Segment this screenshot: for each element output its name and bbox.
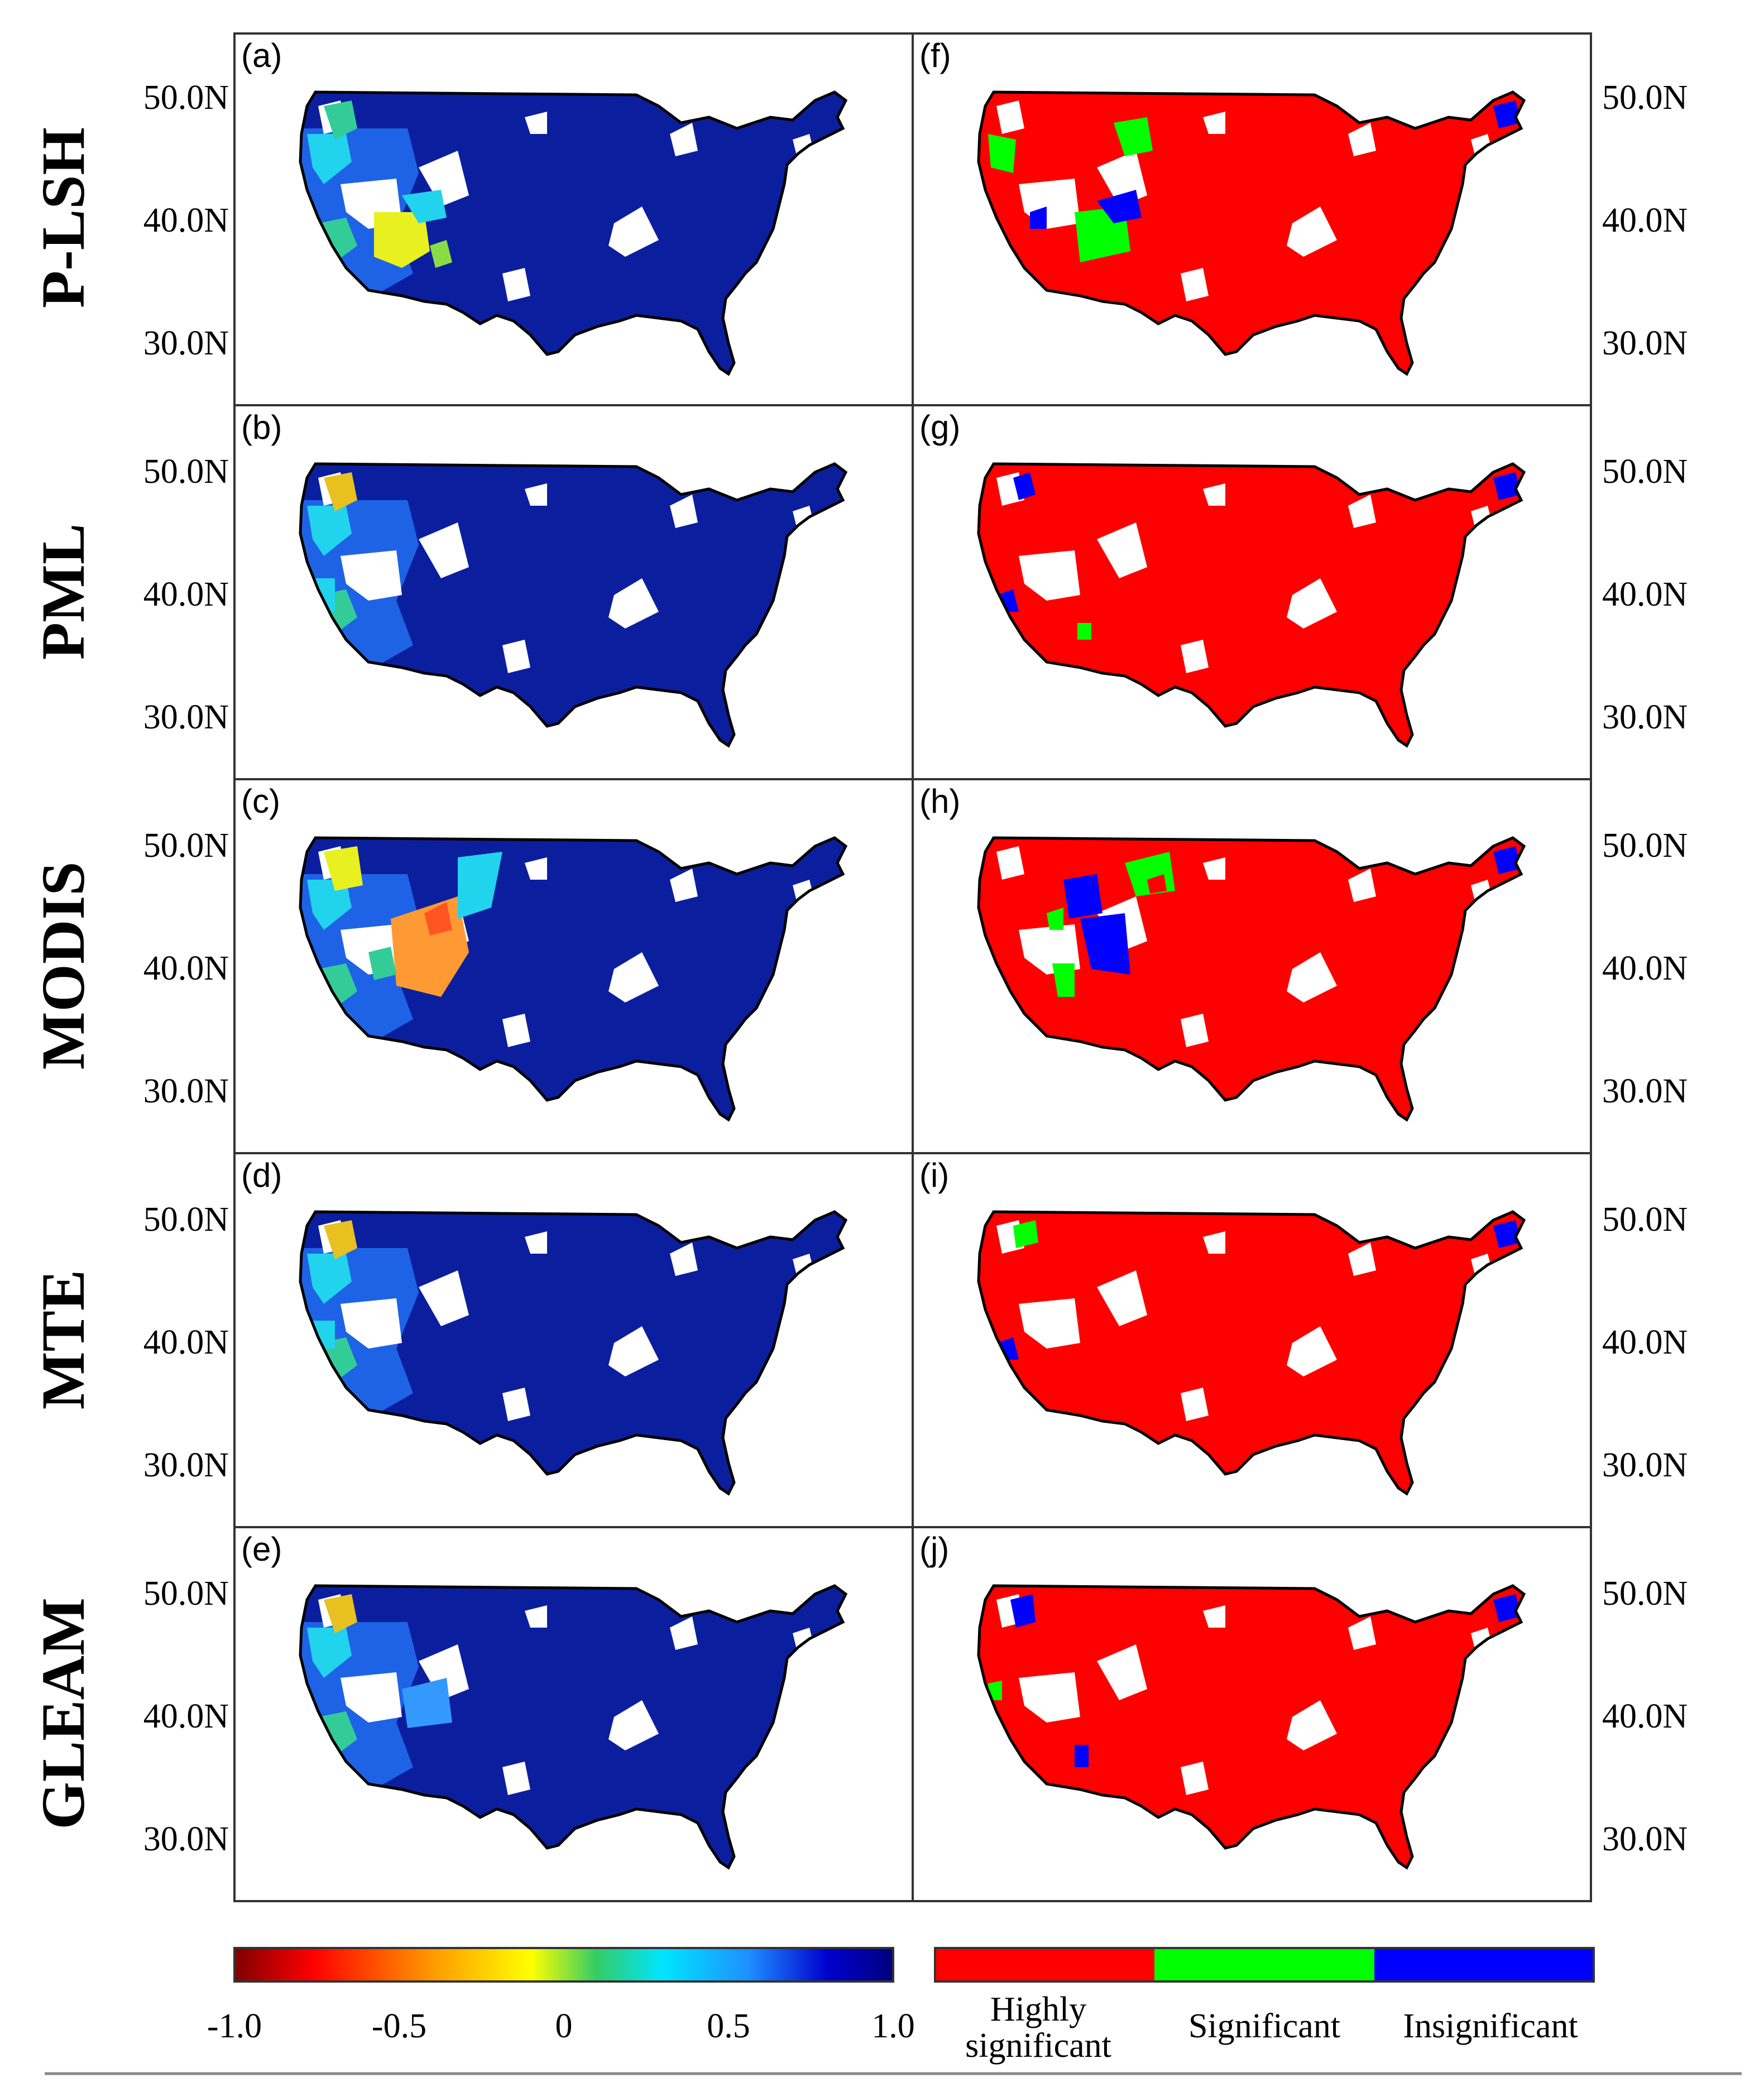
legend-label-significant-line2: significant <box>965 2027 1111 2065</box>
lat-tick: 50.0N <box>143 453 229 491</box>
lat-tick: 30.0N <box>143 1820 229 1858</box>
row-4: 50.0N 40.0N 30.0N (d) (i) <box>143 1152 1688 1528</box>
row-2: 50.0N 40.0N 30.0N (b) (g) <box>143 404 1688 780</box>
panel-letter-f: (f) <box>919 37 951 74</box>
panel-letter-c: (c) <box>241 783 280 820</box>
row-label-pml: PML <box>29 524 97 660</box>
lat-tick: 50.0N <box>1602 79 1688 117</box>
colorbar-tick: -0.5 <box>372 2007 426 2045</box>
colorbar-tick: 0.5 <box>707 2007 750 2045</box>
lat-tick: 30.0N <box>143 1072 229 1110</box>
panel-letter-h: (h) <box>919 783 960 820</box>
map-panel-c: (c) <box>233 778 914 1154</box>
right-ticks-row-1: 50.0N 40.0N 30.0N <box>1602 79 1688 362</box>
left-ticks-row-3: 50.0N 40.0N 30.0N <box>143 827 229 1110</box>
lat-tick: 50.0N <box>143 79 229 117</box>
colorbar-gradient <box>233 1947 894 1983</box>
map-panel-h: (h) <box>912 778 1592 1154</box>
lat-tick: 40.0N <box>143 1323 229 1361</box>
legend-label-significant: Significant <box>1188 2007 1340 2045</box>
row-label-mte: MTE <box>29 1270 97 1410</box>
lat-tick: 30.0N <box>143 1446 229 1484</box>
row-label-gleam: GLEAM <box>29 1597 97 1830</box>
lat-tick: 50.0N <box>1602 1575 1688 1613</box>
left-ticks-row-5: 50.0N 40.0N 30.0N <box>143 1575 229 1858</box>
legend-label-insignificant: Insignificant <box>1403 2007 1578 2045</box>
panel-letter-d: (d) <box>241 1157 282 1194</box>
lat-tick: 40.0N <box>143 201 229 239</box>
lat-tick: 50.0N <box>143 1201 229 1239</box>
right-ticks-row-2: 50.0N 40.0N 30.0N <box>1602 453 1688 736</box>
colorbar: -1.0 -0.5 0 0.5 1.0 <box>207 1947 915 2045</box>
row-5: 50.0N 40.0N 30.0N (e) (j) <box>143 1526 1688 1902</box>
row-label-p-lsh: P-LSH <box>29 127 97 308</box>
lat-tick: 40.0N <box>143 1697 229 1735</box>
map-panel-j: (j) <box>912 1526 1592 1902</box>
row-1: 50.0N 40.0N 30.0N (a) (f) <box>143 32 1688 406</box>
lat-tick: 50.0N <box>143 827 229 865</box>
lat-tick: 30.0N <box>1602 324 1688 362</box>
map-panel-i: (i) <box>912 1152 1592 1528</box>
panel-letter-a: (a) <box>241 37 282 74</box>
lat-tick: 30.0N <box>1602 1820 1688 1858</box>
legend-swatch-significant <box>1154 1948 1374 1982</box>
panel-letter-g: (g) <box>919 409 960 446</box>
lat-tick: 30.0N <box>143 324 229 362</box>
map-panel-g: (g) <box>912 404 1592 780</box>
legend-swatch-insignificant <box>1374 1948 1594 1982</box>
left-ticks-row-2: 50.0N 40.0N 30.0N <box>143 453 229 736</box>
map-panel-a: (a) <box>233 32 914 406</box>
lat-tick: 30.0N <box>1602 1072 1688 1110</box>
map-panel-e: (e) <box>233 1526 914 1902</box>
legend-swatch-highly-significant <box>935 1948 1154 1982</box>
lat-tick: 40.0N <box>1602 1697 1688 1735</box>
lat-tick: 40.0N <box>1602 1323 1688 1361</box>
colorbar-tick: -1.0 <box>207 2007 262 2045</box>
lat-tick: 40.0N <box>1602 201 1688 239</box>
panel-letter-j: (j) <box>919 1531 949 1568</box>
map-panel-f: (f) <box>912 32 1592 406</box>
colorbar-tick: 1.0 <box>871 2007 915 2045</box>
lat-tick: 30.0N <box>1602 698 1688 736</box>
lat-tick: 30.0N <box>143 698 229 736</box>
lat-tick: 40.0N <box>143 949 229 987</box>
left-ticks-row-1: 50.0N 40.0N 30.0N <box>143 79 229 362</box>
lat-tick: 50.0N <box>143 1575 229 1613</box>
right-ticks-row-4: 50.0N 40.0N 30.0N <box>1602 1201 1688 1484</box>
right-ticks-row-3: 50.0N 40.0N 30.0N <box>1602 827 1688 1110</box>
lat-tick: 50.0N <box>1602 827 1688 865</box>
colorbar-tick: 0 <box>555 2007 573 2045</box>
right-ticks-row-5: 50.0N 40.0N 30.0N <box>1602 1575 1688 1858</box>
panel-letter-i: (i) <box>919 1157 949 1194</box>
panel-letter-b: (b) <box>241 409 282 446</box>
lat-tick: 50.0N <box>1602 1201 1688 1239</box>
row-label-modis: MODIS <box>29 862 97 1070</box>
lat-tick: 50.0N <box>1602 453 1688 491</box>
lat-tick: 40.0N <box>1602 575 1688 613</box>
panel-letter-e: (e) <box>241 1531 282 1568</box>
lat-tick: 40.0N <box>143 575 229 613</box>
lat-tick: 30.0N <box>1602 1446 1688 1484</box>
significance-legend: Highly significant Significant Insignifi… <box>934 1947 1595 2065</box>
lat-tick: 40.0N <box>1602 949 1688 987</box>
map-panel-d: (d) <box>233 1152 914 1528</box>
map-panel-b: (b) <box>233 404 914 780</box>
legend-label-highly: Highly <box>990 1990 1086 2028</box>
left-ticks-row-4: 50.0N 40.0N 30.0N <box>143 1201 229 1484</box>
row-labels: P-LSH PML MODIS MTE GLEAM <box>29 127 97 1830</box>
row-3: 50.0N 40.0N 30.0N (c) (h) <box>143 778 1688 1154</box>
